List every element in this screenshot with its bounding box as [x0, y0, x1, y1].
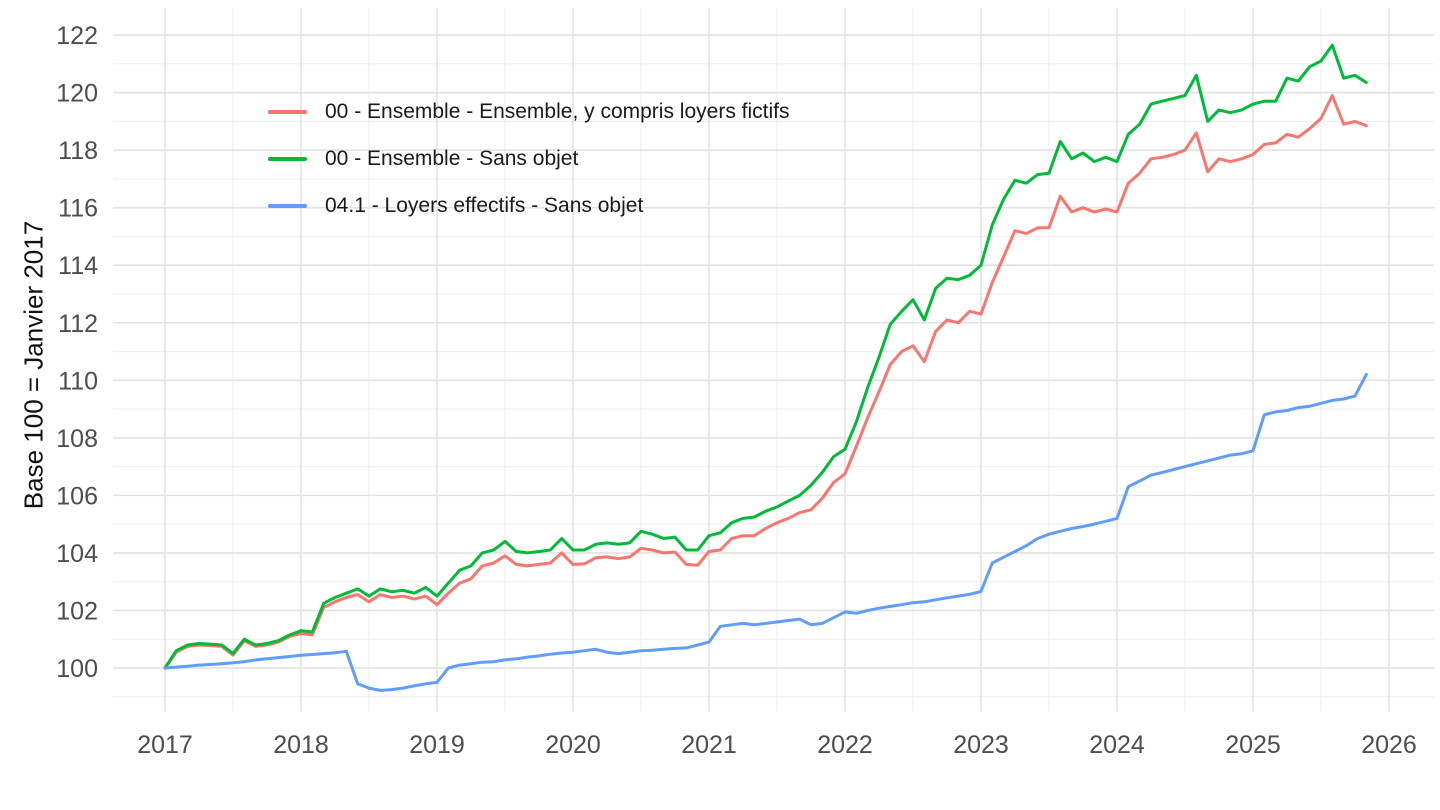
x-tick-label-2024: 2024 [1089, 731, 1145, 759]
x-tick-label-2023: 2023 [953, 731, 1009, 759]
legend-item-ensemble-sans-objet: 00 - Ensemble - Sans objet [268, 135, 789, 182]
y-tick-label-100: 100 [56, 655, 98, 683]
legend-swatch-green-line [268, 156, 307, 161]
y-tick-label-114: 114 [58, 252, 98, 280]
legend-item-loyers-effectifs: 04.1 - Loyers effectifs - Sans objet [268, 182, 789, 229]
x-tick-label-2026: 2026 [1361, 731, 1417, 759]
legend-label: 00 - Ensemble - Ensemble, y compris loye… [325, 99, 790, 123]
y-axis-title: Base 100 = Janvier 2017 [18, 220, 49, 510]
y-tick-label-106: 106 [56, 482, 98, 510]
x-tick-label-2020: 2020 [545, 731, 601, 759]
y-tick-label-108: 108 [56, 425, 98, 453]
x-tick-label-2021: 2021 [681, 731, 737, 759]
x-tick-label-2018: 2018 [273, 731, 329, 759]
legend-swatch-red-line [268, 109, 307, 114]
gridlines-major [113, 8, 1434, 712]
series-line-ensemble-fictifs [163, 94, 1368, 670]
x-tick-label-2017: 2017 [137, 731, 193, 759]
x-tick-label-2025: 2025 [1225, 731, 1281, 759]
legend-item-ensemble-fictifs: 00 - Ensemble - Ensemble, y compris loye… [268, 88, 789, 135]
y-tick-label-118: 118 [58, 137, 98, 165]
legend-label: 00 - Ensemble - Sans objet [325, 146, 579, 170]
legend-label: 04.1 - Loyers effectifs - Sans objet [325, 193, 644, 217]
series-line-ensemble-sans-objet [163, 43, 1368, 670]
axis-tick-labels: 100 102 104 106 108 110 112 114 116 118 120 122 2017… [56, 22, 1417, 759]
legend-swatch-blue-line [268, 203, 307, 208]
y-tick-label-120: 120 [56, 80, 98, 108]
x-tick-label-2022: 2022 [817, 731, 873, 759]
legend: 00 - Ensemble - Ensemble, y compris loye… [268, 88, 789, 229]
y-tick-label-102: 102 [56, 597, 98, 625]
y-tick-label-116: 116 [58, 195, 98, 223]
y-tick-label-104: 104 [56, 540, 98, 568]
y-tick-label-110: 110 [58, 367, 98, 395]
y-tick-label-112: 112 [58, 310, 98, 338]
x-tick-label-2019: 2019 [409, 731, 465, 759]
series-line-loyers-effectifs [163, 373, 1368, 692]
y-tick-label-122: 122 [56, 22, 98, 50]
